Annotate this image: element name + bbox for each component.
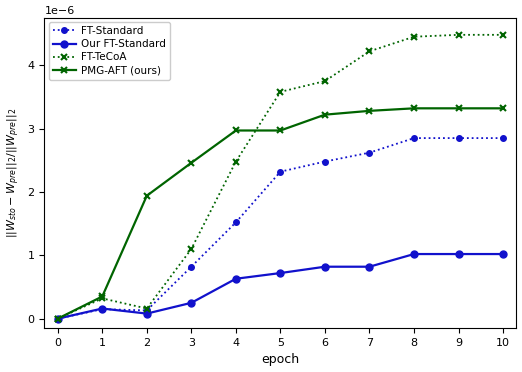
Our FT-Standard — [411, 252, 417, 256]
FT-Standard — [500, 136, 506, 140]
FT-TeCoA — [500, 33, 506, 37]
PMG-AFT (ours) — [99, 294, 105, 299]
FT-Standard — [411, 136, 417, 140]
PMG-AFT (ours) — [188, 161, 195, 165]
PMG-AFT (ours) — [455, 106, 461, 110]
PMG-AFT (ours) — [55, 317, 61, 321]
FT-Standard — [55, 317, 61, 321]
Our FT-Standard — [144, 311, 150, 316]
Our FT-Standard — [455, 252, 461, 256]
Our FT-Standard — [55, 317, 61, 321]
FT-Standard — [366, 150, 373, 155]
FT-Standard — [322, 159, 328, 164]
FT-TeCoA — [411, 35, 417, 39]
PMG-AFT (ours) — [366, 109, 373, 113]
Line: Our FT-Standard: Our FT-Standard — [54, 251, 506, 322]
FT-Standard — [99, 307, 105, 311]
PMG-AFT (ours) — [144, 193, 150, 198]
PMG-AFT (ours) — [322, 112, 328, 117]
FT-Standard — [188, 264, 195, 269]
PMG-AFT (ours) — [411, 106, 417, 110]
FT-TeCoA — [99, 296, 105, 301]
Y-axis label: $||W_{sto} - W_{pre}||_2/||W_{pre}||_2$: $||W_{sto} - W_{pre}||_2/||W_{pre}||_2$ — [6, 108, 22, 238]
PMG-AFT (ours) — [277, 128, 283, 133]
Line: PMG-AFT (ours): PMG-AFT (ours) — [54, 105, 506, 322]
Our FT-Standard — [188, 301, 195, 305]
Our FT-Standard — [99, 306, 105, 311]
Line: FT-TeCoA: FT-TeCoA — [54, 31, 506, 322]
Line: FT-Standard: FT-Standard — [55, 135, 506, 321]
PMG-AFT (ours) — [233, 128, 239, 133]
FT-Standard — [233, 220, 239, 225]
FT-TeCoA — [366, 49, 373, 54]
FT-Standard — [455, 136, 461, 140]
Our FT-Standard — [277, 271, 283, 275]
FT-TeCoA — [188, 247, 195, 251]
FT-TeCoA — [55, 317, 61, 321]
FT-TeCoA — [277, 90, 283, 94]
FT-TeCoA — [322, 79, 328, 83]
Legend: FT-Standard, Our FT-Standard, FT-TeCoA, PMG-AFT (ours): FT-Standard, Our FT-Standard, FT-TeCoA, … — [49, 22, 170, 80]
PMG-AFT (ours) — [500, 106, 506, 110]
FT-Standard — [277, 169, 283, 174]
FT-Standard — [144, 308, 150, 312]
FT-TeCoA — [144, 306, 150, 311]
Our FT-Standard — [233, 276, 239, 281]
FT-TeCoA — [233, 159, 239, 164]
Our FT-Standard — [322, 264, 328, 269]
Our FT-Standard — [366, 264, 373, 269]
Our FT-Standard — [500, 252, 506, 256]
X-axis label: epoch: epoch — [262, 353, 300, 366]
FT-TeCoA — [455, 33, 461, 37]
